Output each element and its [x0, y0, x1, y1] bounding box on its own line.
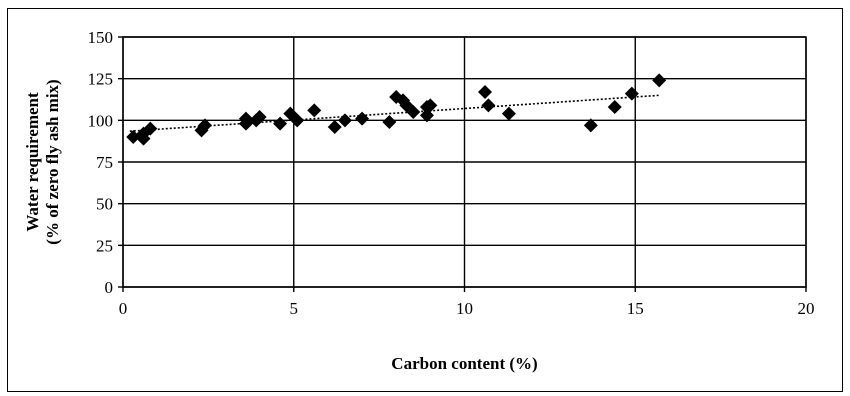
y-tick-label: 150: [88, 28, 114, 47]
x-tick-label: 15: [627, 299, 644, 318]
data-point: [252, 110, 267, 124]
x-tick-label: 5: [290, 299, 299, 318]
data-point: [652, 73, 667, 88]
data-point: [143, 121, 158, 136]
y-tick-label: 25: [96, 236, 113, 255]
data-point: [607, 100, 622, 114]
data-point: [406, 105, 421, 119]
data-point: [624, 86, 639, 101]
data-point: [382, 115, 397, 129]
chart-frame: [7, 8, 843, 392]
data-point: [481, 98, 496, 113]
y-axis-label-line1: Water requirement: [23, 92, 42, 232]
data-point: [355, 111, 370, 126]
data-point: [501, 106, 516, 121]
data-point: [307, 103, 322, 118]
y-axis-label-line2: (% of zero fly ash mix): [43, 79, 62, 244]
y-tick-labels: 0 25 50 75 100 125 150: [88, 28, 114, 297]
grid: [118, 36, 807, 292]
x-tick-label: 20: [798, 299, 815, 318]
data-point: [423, 98, 438, 113]
plot-area: [122, 36, 807, 288]
y-tick-label: 100: [88, 111, 114, 130]
x-axis-label: Carbon content (%): [391, 354, 537, 373]
data-point: [238, 111, 253, 126]
data-point: [273, 116, 288, 131]
y-tick-label: 0: [105, 278, 114, 297]
data-points: [126, 73, 667, 146]
data-point: [327, 120, 342, 134]
y-tick-label: 75: [96, 153, 113, 172]
trendline: [129, 94, 660, 132]
data-point: [583, 118, 598, 133]
data-point: [477, 85, 492, 99]
y-tick-label: 125: [88, 70, 114, 89]
x-tick-labels: 0 5 10 15 20: [119, 299, 815, 318]
y-tick-label: 50: [96, 195, 113, 214]
x-tick-label: 0: [119, 299, 128, 318]
data-point: [290, 113, 305, 128]
y-axis-label: Water requirement (% of zero fly ash mix…: [23, 79, 62, 244]
data-point: [197, 118, 212, 133]
data-point: [337, 113, 352, 128]
x-tick-label: 10: [456, 299, 473, 318]
